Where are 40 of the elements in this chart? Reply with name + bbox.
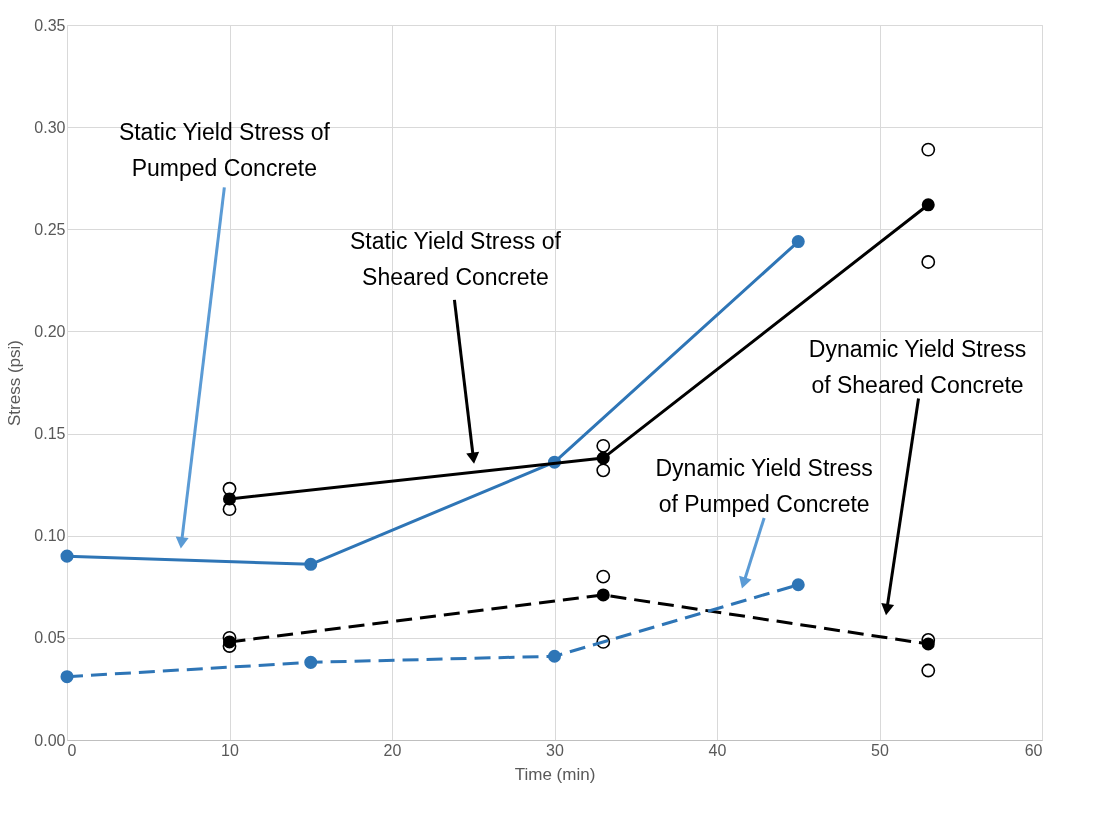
y-tick-label: 0.15 bbox=[34, 425, 66, 443]
y-tick-label: 0.10 bbox=[34, 527, 66, 545]
point bbox=[596, 569, 611, 584]
y-axis-title: Stress (psi) bbox=[5, 340, 25, 426]
x-axis-title: Time (min) bbox=[514, 764, 596, 784]
point bbox=[921, 637, 935, 651]
annotation: Static Yield Stress of Pumped Concrete bbox=[118, 118, 331, 181]
point bbox=[791, 235, 805, 249]
point bbox=[60, 549, 74, 563]
y-tick-label: 0.35 bbox=[34, 16, 66, 34]
x-tick-label: 10 bbox=[221, 741, 239, 759]
point bbox=[791, 578, 805, 592]
point bbox=[596, 463, 611, 478]
point bbox=[222, 492, 237, 506]
y-tick-label: 0.30 bbox=[34, 118, 66, 136]
point bbox=[222, 635, 237, 649]
point bbox=[921, 198, 935, 212]
x-tick-label: 30 bbox=[546, 741, 564, 759]
point bbox=[596, 438, 611, 453]
x-tick-label: 0 bbox=[67, 741, 77, 759]
x-tick-label: 40 bbox=[708, 741, 727, 759]
annotation: Static Yield Stress of Sheared Concrete bbox=[349, 228, 562, 291]
point bbox=[547, 649, 562, 663]
annotation: Dynamic Yield Stress of Pumped Concrete bbox=[655, 455, 873, 518]
point bbox=[921, 255, 936, 269]
x-tick-label: 20 bbox=[383, 741, 402, 759]
point bbox=[60, 670, 74, 684]
point bbox=[921, 663, 936, 678]
point bbox=[596, 451, 610, 465]
y-tick-label: 0.00 bbox=[34, 731, 66, 749]
x-tick-label: 50 bbox=[871, 741, 889, 759]
x-tick-label: 60 bbox=[1024, 741, 1043, 759]
point bbox=[304, 655, 318, 669]
point bbox=[304, 557, 318, 571]
annotation: Dynamic Yield Stress of Sheared Concrete bbox=[808, 335, 1027, 398]
y-tick-label: 0.25 bbox=[34, 220, 66, 238]
y-tick-label: 0.05 bbox=[34, 629, 66, 647]
point bbox=[596, 588, 610, 602]
y-tick-label: 0.20 bbox=[34, 322, 66, 340]
point bbox=[921, 142, 936, 157]
